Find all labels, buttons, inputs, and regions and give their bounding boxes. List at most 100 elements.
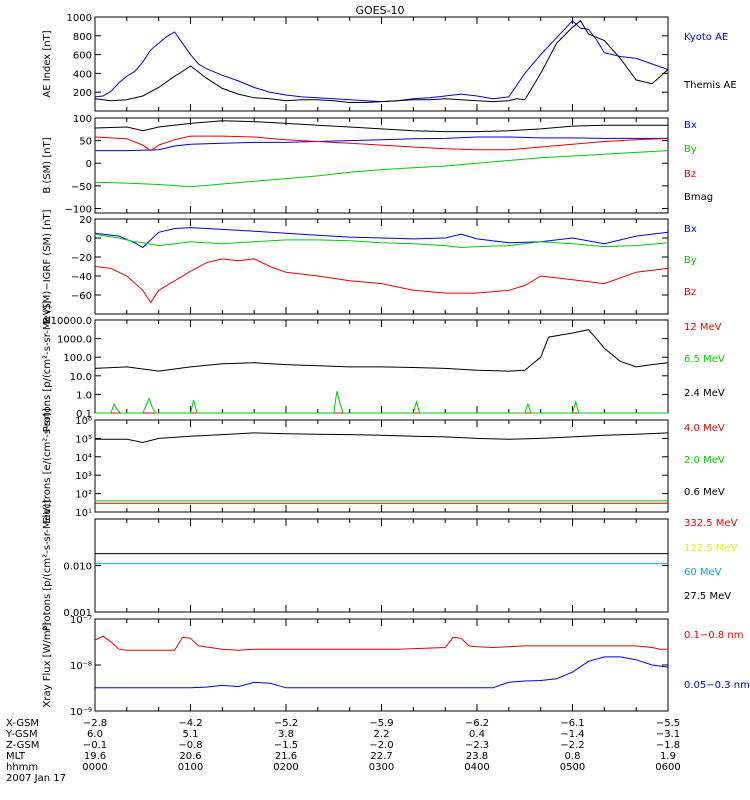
legend-entry: 6.5 MeV	[684, 354, 725, 365]
y-tick-label: 1000.0	[57, 335, 92, 346]
legend-entry: 0.6 MeV	[684, 487, 725, 498]
ephemeris-value: 5.1	[183, 729, 199, 740]
y-tick-label: 10.0	[70, 372, 92, 383]
ephemeris-value: −5.9	[369, 718, 393, 729]
panel-1: 200 400 600 800 1000 AE Index [nT] Kyoto AE The…	[42, 13, 737, 112]
ephemeris-row-label: Z-GSM	[6, 740, 39, 751]
legend-entry: Bmag	[684, 192, 713, 203]
panel-frame	[94, 618, 669, 712]
y-tick-label: 10³	[75, 471, 92, 482]
y-axis-label: Electrons [e/(cm²-s-sr)]	[42, 408, 53, 524]
ephemeris-value: 0200	[273, 762, 298, 773]
ephemeris-value: −1.8	[656, 740, 680, 751]
ephemeris-axis: X-GSM −2.8 −4.2 −5.2 −5.9 −6.2 −6.1 −5.5 Y-GSM 6.…	[5, 718, 681, 784]
series-line	[94, 329, 669, 372]
y-tick-label: 0.010	[63, 562, 92, 573]
ephemeris-value: 23.8	[466, 751, 488, 762]
legend-entry: By	[684, 255, 697, 266]
y-tick-label: −40	[71, 272, 92, 283]
ephemeris-row-label: Y-GSM	[5, 729, 38, 740]
y-tick-label: 0.1	[76, 409, 92, 420]
y-tick-label: 10⁻⁸	[70, 661, 92, 672]
legend-entry: 27.5 MeV	[684, 591, 731, 602]
legend-entry: 60 MeV	[684, 567, 722, 578]
y-tick-label: 10⁻⁹	[70, 707, 92, 718]
ephemeris-value: 20.6	[179, 751, 201, 762]
panel-2: −100 −50 0 50 100 B (SM) [nT] Bx By Bz Bmag	[42, 114, 713, 215]
ephemeris-value: −5.2	[274, 718, 298, 729]
ephemeris-value: 0100	[178, 762, 203, 773]
ephemeris-value: −0.1	[83, 740, 107, 751]
legend-entry: 2.0 MeV	[684, 455, 725, 466]
ephemeris-value: 0500	[560, 762, 585, 773]
y-tick-label: −20	[71, 253, 92, 264]
ephemeris-value: −2.3	[465, 740, 489, 751]
legend-entry: Bx	[684, 120, 697, 131]
series-line	[94, 20, 669, 103]
panel-3: −60 −40 −20 0 20 B (SM)−IGRF (SM) [nT] Bx By Bz	[42, 209, 697, 323]
series-line	[95, 656, 669, 689]
y-tick-label: 1000	[67, 13, 92, 24]
legend-entry: Bx	[684, 224, 697, 235]
ephemeris-value: −1.4	[560, 729, 584, 740]
y-axis-label: B (SM)−IGRF (SM) [nT]	[42, 209, 53, 323]
date-label: 2007 Jan 17	[6, 773, 66, 784]
legend-entry: 0.1−0.8 nm	[684, 630, 743, 641]
series-line	[94, 258, 669, 304]
panel-frame	[94, 16, 669, 112]
legend-entry: 4.0 MeV	[684, 423, 725, 434]
y-tick-label: −60	[71, 291, 92, 302]
y-tick-label: 200	[73, 88, 92, 99]
legend-entry: Kyoto AE	[684, 32, 728, 43]
ephemeris-value: 2.2	[374, 729, 390, 740]
y-tick-label: −50	[71, 182, 92, 193]
series-line	[94, 135, 669, 152]
ephemeris-value: 1.9	[660, 751, 676, 762]
ephemeris-value: 0.4	[469, 729, 485, 740]
ephemeris-value: −5.5	[656, 718, 680, 729]
y-axis-label: Protons [p/(cm²-s-sr-MeV)]	[42, 500, 53, 632]
series-line	[95, 432, 669, 444]
legend-entry: 2.4 MeV	[684, 388, 725, 399]
ephemeris-row-label: hhmm	[6, 762, 38, 773]
series-line	[94, 227, 669, 249]
ephemeris-value: −6.2	[465, 718, 489, 729]
y-tick-label: 100.0	[63, 353, 92, 364]
series-line	[94, 20, 669, 103]
ephemeris-value: 0.8	[565, 751, 581, 762]
ephemeris-value: −2.2	[560, 740, 584, 751]
ephemeris-row-label: X-GSM	[6, 718, 39, 729]
y-tick-label: 400	[73, 69, 92, 80]
y-tick-label: 10⁴	[75, 453, 92, 464]
ephemeris-value: 22.7	[370, 751, 392, 762]
ephemeris-value: −1.5	[274, 740, 298, 751]
y-tick-label: 1.0	[76, 390, 92, 401]
y-tick-label: 0.001	[63, 608, 92, 619]
panel-7: 10⁻⁹ 10⁻⁸ 10⁻⁷ Xray Flux [W/m²] 0.1−0.8 nm 0.…	[42, 615, 750, 718]
y-tick-label: 10¹	[75, 508, 92, 519]
legend-entry: Themis AE	[683, 80, 737, 91]
panel-frame	[94, 218, 669, 315]
y-axis-label: B (SM) [nT]	[42, 137, 53, 193]
y-tick-label: 20	[79, 215, 92, 226]
legend-entry: By	[684, 144, 697, 155]
ephemeris-value: −6.1	[560, 718, 584, 729]
y-tick-label: 600	[73, 51, 92, 62]
ephemeris-value: −0.8	[178, 740, 202, 751]
panel-5: 10¹ 10² 10³ 10⁴ 10⁵ 10⁶ Electrons [e/(cm²-s-sr…	[42, 408, 725, 524]
ephemeris-value: 0000	[82, 762, 107, 773]
y-tick-label: 50	[79, 137, 92, 148]
ephemeris-value: 0300	[369, 762, 394, 773]
legend-entry: 12 MeV	[684, 322, 722, 333]
ephemeris-row-label: MLT	[6, 751, 26, 762]
y-axis-label: Protons [p/(cm²-s-sr-MeV)]	[42, 301, 53, 433]
y-tick-label: 800	[73, 32, 92, 43]
ephemeris-value: 3.8	[278, 729, 294, 740]
series-line	[94, 233, 669, 249]
legend-entry: 0.05−0.3 nm	[684, 680, 750, 691]
y-tick-label: 10000.0	[51, 316, 92, 327]
y-axis-label: Xray Flux [W/m²]	[42, 622, 53, 707]
